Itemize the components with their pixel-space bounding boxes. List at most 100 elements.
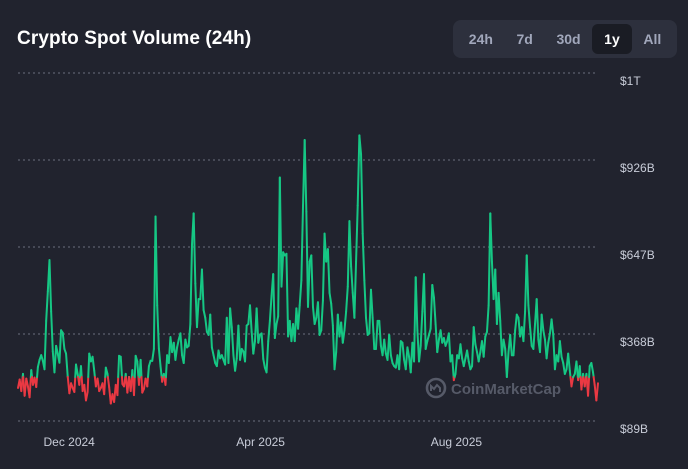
series-line-segment [358,134,363,156]
series-line-segment [547,332,551,344]
series-line-segment [136,360,140,379]
series-line-segment [28,376,32,399]
series-line-segment [361,232,366,282]
series-line-segment [509,333,513,357]
series-line-segment [522,310,527,343]
series-line-segment [182,338,187,364]
volume-series [17,134,599,405]
series-line-segment [429,284,434,330]
series-line-segment [414,276,419,332]
series-line-segment [174,346,179,361]
series-line-segment [472,326,477,346]
series-line-segment [103,376,107,396]
series-line-segment [179,332,184,357]
series-line-segment [133,354,137,379]
series-line-segment [540,313,545,332]
range-button-all[interactable]: All [643,31,662,47]
series-line-segment [426,333,430,343]
series-line-segment [106,376,111,389]
page-title: Crypto Spot Volume (24h) [17,28,252,49]
series-line-segment [204,316,208,333]
series-line-segment [229,307,233,329]
series-line-segment [388,333,392,357]
series-line-segment [330,302,334,327]
series-line-segment [50,310,54,353]
y-tick-label: $89B [620,422,648,436]
x-tick-label: Apr 2025 [236,435,285,449]
range-button-1y[interactable]: 1y [592,24,632,54]
series-line-segment [313,316,318,326]
series-line-segment [209,313,213,349]
series-line-segment [542,329,546,341]
series-line-segment [36,366,39,379]
series-line-segment [239,347,243,361]
series-line-segment [497,291,502,322]
series-line-segment [406,346,411,358]
time-range-selector: 24h 7d 30d 1y All [453,20,677,58]
grid-lines [18,72,598,422]
series-line-segment [341,329,346,344]
series-line-segment [268,294,273,322]
series-line-segment [505,351,510,379]
x-tick-label: Aug 2025 [431,435,483,449]
series-line-segment [273,323,278,340]
series-line-segment [451,354,455,379]
series-line-segment [529,326,533,347]
series-line-segment [123,376,127,388]
series-line-segment [398,340,402,371]
series-line-segment [419,310,424,347]
series-line-segment [311,305,316,326]
series-line-segment [343,310,348,332]
series-line-segment [189,243,193,326]
series-line-segment [91,355,96,372]
series-line-segment [140,376,144,394]
series-line-segment [568,369,572,379]
series-line-segment [298,279,303,307]
series-line-segment [187,323,192,347]
series-line-segment [117,354,121,379]
series-line-segment [474,343,479,354]
series-line-segment [558,340,563,358]
range-button-7d[interactable]: 7d [516,31,533,47]
coinmarketcap-logo-icon [425,377,447,399]
series-line-segment [210,346,215,357]
series-line-segment [157,347,162,368]
series-line-segment [363,279,367,319]
series-line-segment [249,304,253,333]
series-line-segment [53,344,58,374]
series-line-segment [255,307,260,344]
series-line-segment [447,332,452,363]
series-line-segment [25,377,29,388]
range-button-30d[interactable]: 30d [556,31,581,47]
series-line-segment [580,376,584,391]
series-line-segment [234,357,238,372]
y-tick-label: $647B [620,248,655,262]
series-line-segment [146,376,150,388]
series-line-segment [462,357,467,368]
series-line-segment [436,338,440,354]
series-line-segment [532,323,537,350]
series-line-segment [159,365,163,379]
series-line-segment [418,344,422,363]
series-line-segment [371,316,376,350]
series-line-segment [320,299,324,332]
series-line-segment [454,354,459,375]
series-line-segment [485,304,490,333]
series-line-segment [575,360,579,379]
series-line-segment [129,376,133,393]
series-line-segment [512,329,517,357]
series-line-segment [58,329,63,364]
series-line-segment [78,376,82,386]
series-line-segment [383,338,387,355]
series-line-segment [184,338,189,349]
series-line-segment [590,362,595,374]
series-line-segment [502,338,507,350]
series-line-segment [374,319,379,350]
series-line-segment [79,365,83,379]
series-line-segment [61,331,66,350]
range-button-24h[interactable]: 24h [468,31,493,47]
series-line-segment [30,369,34,379]
series-line-segment [477,351,482,363]
series-line-segment [137,376,141,386]
